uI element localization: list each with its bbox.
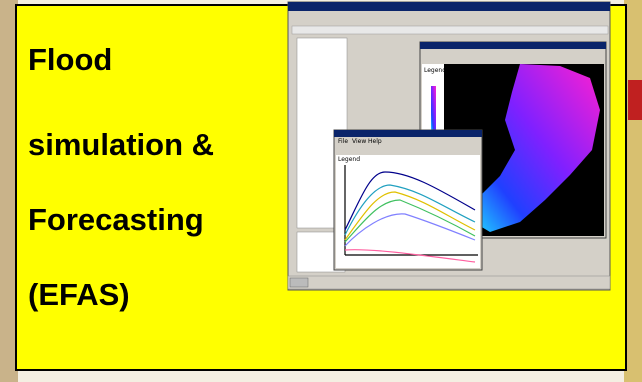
chart-titlebar: [334, 130, 482, 137]
title-line: (EFAS): [28, 277, 130, 312]
start-button: [290, 278, 308, 287]
right-decoration: [628, 80, 642, 120]
menu-item: File: [338, 138, 348, 145]
map-titlebar: [420, 42, 606, 49]
title-line: simulation &: [28, 127, 214, 162]
map-legend: Legend: [424, 67, 446, 74]
chart-legend: Legend: [338, 156, 360, 163]
title-line: Flood: [28, 42, 112, 77]
slide: Legend File View Help Legend Flood simul…: [0, 0, 642, 382]
tab-row: [292, 26, 608, 34]
menu-item: Help: [368, 138, 382, 145]
legend-ramp: [431, 86, 436, 131]
menu-item: View: [352, 138, 366, 145]
title-line: Forecasting: [28, 202, 204, 237]
taskbar: [288, 276, 610, 289]
app-titlebar: [288, 2, 610, 11]
software-screenshot: Legend File View Help Legend: [288, 2, 610, 290]
